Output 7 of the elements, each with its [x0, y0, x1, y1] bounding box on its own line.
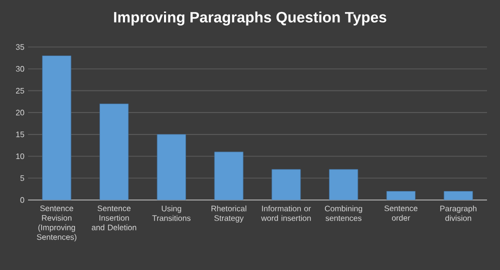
chart-title: Improving Paragraphs Question Types	[114, 12, 386, 26]
bar	[329, 169, 358, 200]
bar	[156, 134, 186, 200]
bar	[100, 104, 129, 200]
bar	[214, 152, 244, 200]
bar	[272, 169, 301, 200]
bar	[42, 56, 72, 200]
